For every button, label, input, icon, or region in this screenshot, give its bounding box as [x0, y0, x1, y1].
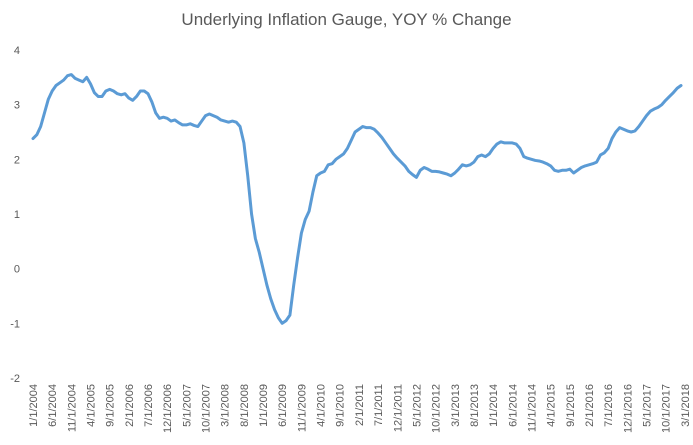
x-tick-label: 4/1/2005 — [86, 384, 98, 427]
x-tick-label: 9/1/2005 — [105, 384, 117, 427]
y-tick-label: 3 — [14, 100, 20, 112]
x-tick-label: 12/1/2016 — [622, 384, 634, 433]
x-tick-label: 11/1/2004 — [66, 384, 78, 432]
x-tick-label: 4/1/2015 — [546, 384, 558, 427]
x-tick-label: 8/1/2008 — [239, 384, 251, 427]
y-tick-label: 4 — [14, 45, 20, 57]
x-tick-label: 7/1/2016 — [603, 384, 615, 427]
x-tick-label: 1/1/2014 — [488, 384, 500, 427]
y-tick-label: -1 — [10, 318, 20, 330]
x-tick-label: 8/1/2013 — [469, 384, 481, 427]
x-tick-label: 5/1/2012 — [411, 384, 423, 427]
y-tick-label: 0 — [14, 264, 20, 276]
x-tick-label: 6/1/2009 — [277, 384, 289, 427]
chart-title: Underlying Inflation Gauge, YOY % Change — [181, 10, 512, 29]
x-tick-label: 3/1/2013 — [450, 384, 462, 427]
x-tick-label: 9/1/2015 — [565, 384, 577, 427]
y-axis-tick-labels: 4 3 2 1 0 -1 -2 — [10, 45, 20, 385]
x-tick-label: 11/1/2014 — [526, 384, 538, 432]
x-tick-label: 3/1/2018 — [680, 384, 692, 427]
x-tick-label: 7/1/2011 — [373, 384, 385, 426]
y-tick-label: 2 — [14, 154, 20, 166]
series-layer — [31, 73, 683, 325]
x-tick-label: 1/1/2009 — [258, 384, 270, 427]
x-tick-label: 6/1/2004 — [47, 384, 59, 427]
series-line — [31, 73, 683, 325]
x-tick-label: 4/1/2010 — [316, 384, 328, 427]
x-tick-label: 2/1/2006 — [124, 384, 136, 427]
x-tick-label: 3/1/2008 — [220, 384, 232, 427]
x-tick-label: 12/1/2011 — [392, 384, 404, 432]
x-tick-label: 7/1/2006 — [143, 384, 155, 427]
x-tick-label: 10/1/2007 — [201, 384, 213, 433]
x-tick-label: 5/1/2017 — [641, 384, 653, 427]
x-tick-label: 2/1/2016 — [584, 384, 596, 427]
y-tick-label: 1 — [14, 209, 20, 221]
x-tick-label: 6/1/2014 — [507, 384, 519, 427]
y-tick-label: -2 — [10, 373, 20, 385]
x-tick-label: 10/1/2017 — [661, 384, 673, 433]
x-tick-label: 1/1/2004 — [28, 384, 40, 427]
x-tick-label: 5/1/2007 — [181, 384, 193, 427]
x-axis-tick-labels: 1/1/2004 6/1/2004 11/1/2004 4/1/2005 9/1/200… — [28, 384, 692, 433]
x-tick-label: 11/1/2009 — [296, 384, 308, 432]
x-tick-label: 12/1/2006 — [162, 384, 174, 433]
x-tick-label: 9/1/2010 — [335, 384, 347, 427]
x-tick-label: 2/1/2011 — [354, 384, 366, 426]
x-tick-label: 10/1/2012 — [431, 384, 443, 433]
